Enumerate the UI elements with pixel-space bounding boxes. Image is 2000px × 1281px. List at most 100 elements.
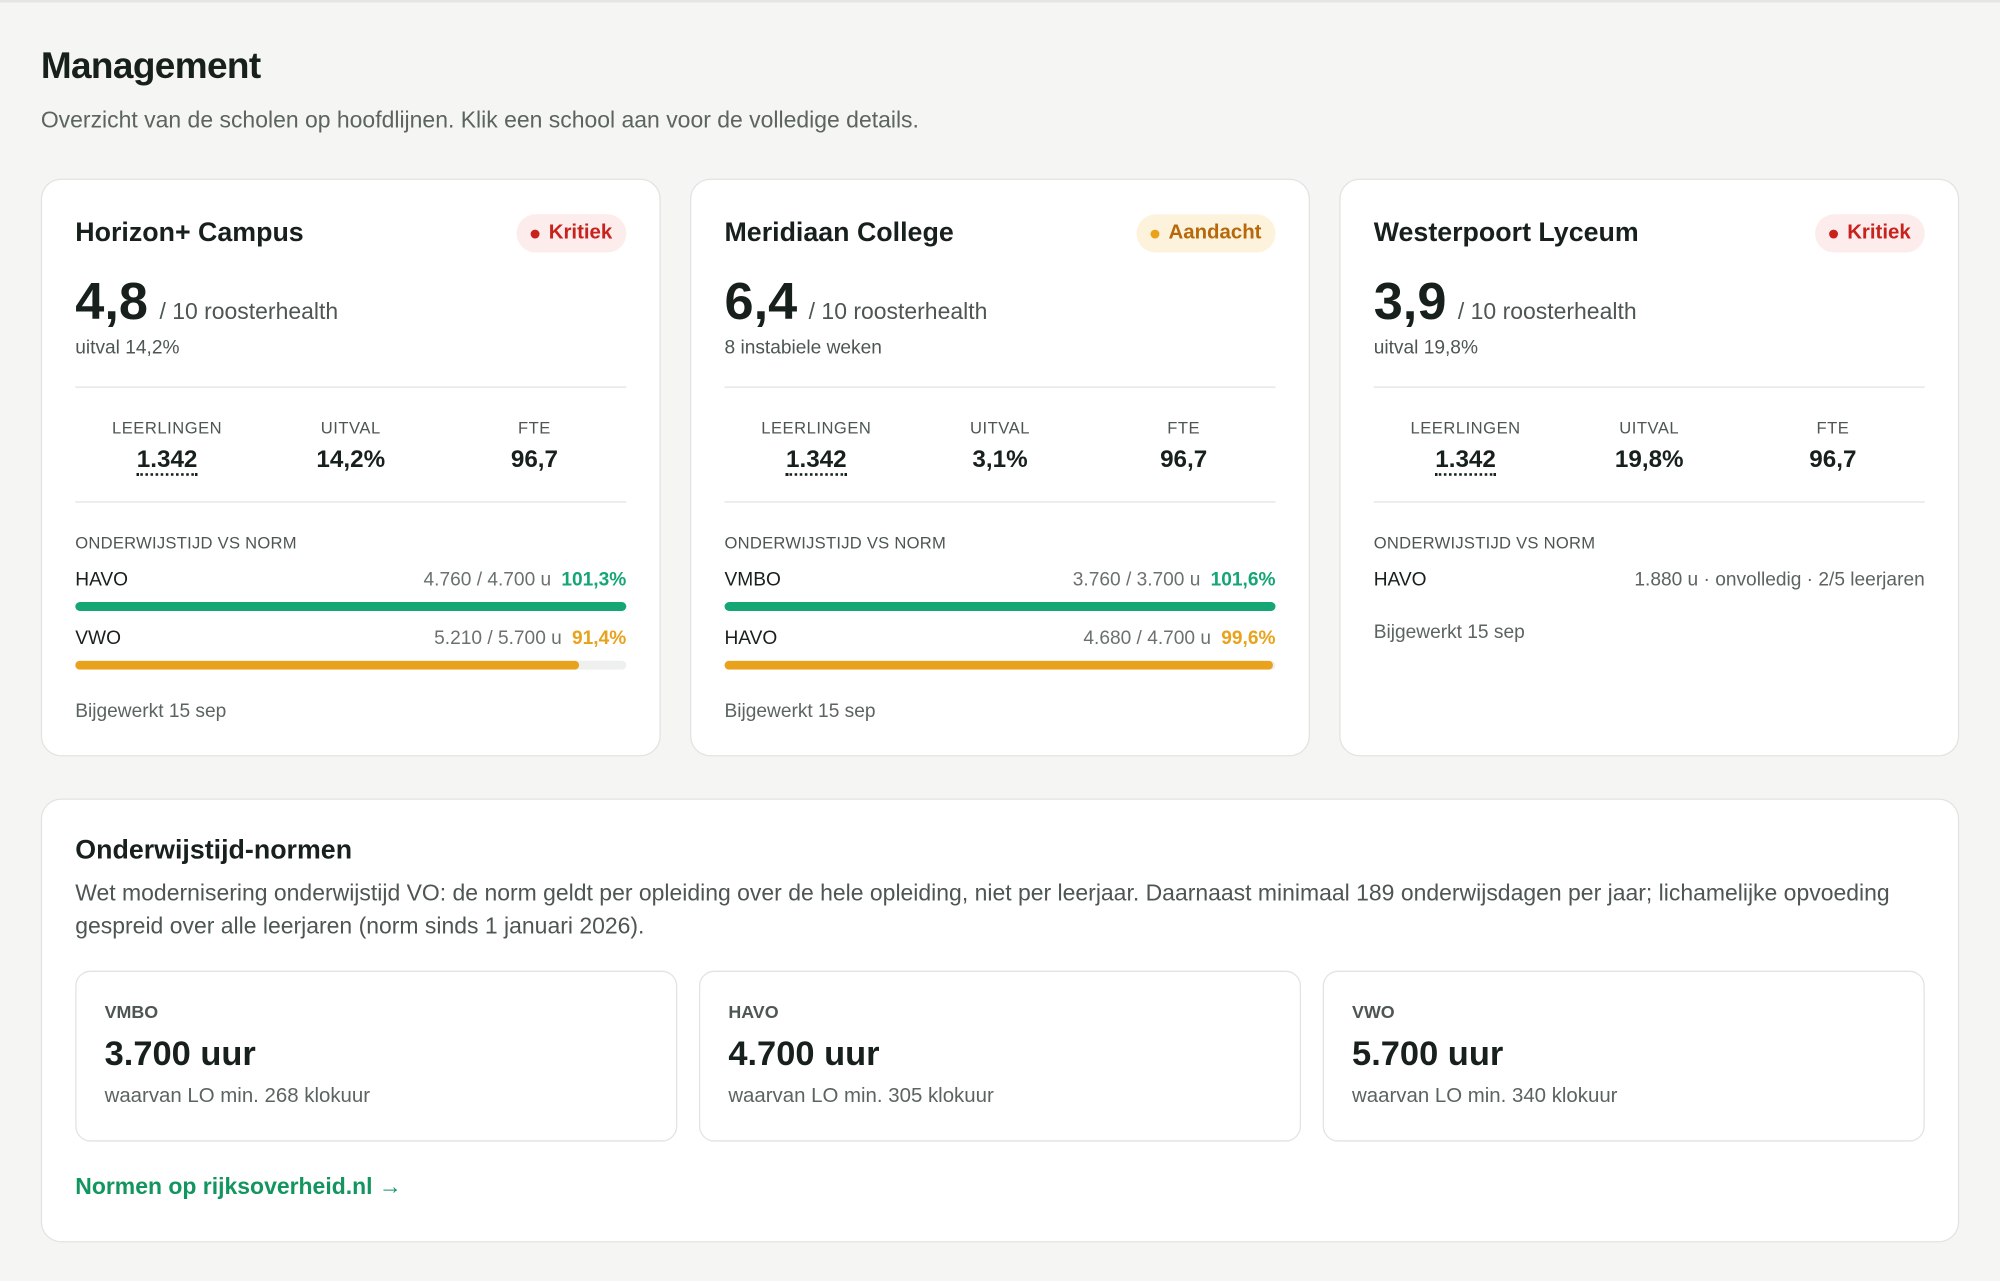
program-name: HAVO — [75, 568, 129, 591]
stat-value: 3,1% — [972, 446, 1028, 474]
stat: LEERLINGEN 1.342 — [75, 418, 259, 501]
stat: FTE 96,7 — [1741, 418, 1925, 501]
school-cards: Horizon+ Campus Kritiek 4,8 / 10 roosterhea… — [40, 178, 1960, 757]
stat-value: 1.342 — [785, 446, 847, 476]
school-name: Westerpoort Lyceum — [1373, 218, 1639, 248]
stat-label: LEERLINGEN — [761, 418, 872, 438]
stat: FTE 96,7 — [1092, 418, 1276, 501]
program-row: VWO 5.210 / 5.700 u 91,4% — [75, 628, 626, 650]
status-dot — [530, 228, 540, 238]
stat-value: 96,7 — [510, 446, 559, 474]
stats-row: LEERLINGEN 1.342 UITVAL 19,8% FTE 96,7 — [1373, 386, 1925, 503]
stat: LEERLINGEN 1.342 — [1374, 418, 1558, 501]
program-right: 3.760 / 3.700 u 101,6% — [1073, 569, 1276, 591]
stat-value: 96,7 — [1809, 446, 1857, 474]
score-note: 8 instabiele weken — [724, 336, 882, 359]
score-row: 3,9 / 10 roosterhealth — [1374, 272, 1925, 332]
score-note: uitval 14,2% — [75, 336, 180, 359]
progress-track — [75, 660, 627, 670]
section-title: ONDERWIJSTIJD VS NORM — [75, 533, 297, 553]
score-row: 6,4 / 10 roosterhealth — [724, 272, 1275, 332]
program: HAVO 4.760 / 4.700 u 101,3% — [75, 569, 627, 611]
program-right: 4.760 / 4.700 u 101,3% — [424, 569, 627, 591]
status-text: Kritiek — [1847, 221, 1911, 244]
score-row: 4,8 / 10 roosterhealth — [75, 272, 626, 332]
norms-text: Wet modernisering onderwijstijd VO: de n… — [75, 880, 1890, 939]
program-row: HAVO 1.880 u · onvolledig · 2/5 leerjaren — [1374, 569, 1925, 591]
program-row: HAVO 4.680 / 4.700 u 99,6% — [724, 628, 1275, 650]
norm-level: HAVO — [728, 1001, 779, 1022]
stat-label: FTE — [517, 418, 551, 438]
program-hours: 5.210 / 5.700 u — [434, 627, 562, 650]
updated-note: Bijgewerkt 15 sep — [724, 700, 876, 722]
school-card[interactable]: Meridiaan College Aandacht 6,4 / 10 rooster… — [690, 178, 1310, 757]
program-percent: 91,4% — [572, 627, 627, 650]
stat-label: FTE — [1167, 418, 1201, 438]
section-title: ONDERWIJSTIJD VS NORM — [724, 533, 947, 553]
progress-fill — [724, 602, 1276, 611]
progress-fill — [75, 602, 627, 611]
program: VMBO 3.760 / 3.700 u 101,6% — [724, 569, 1276, 611]
stat-value-wrap: 96,7 — [1092, 446, 1276, 474]
stat-label: UITVAL — [320, 418, 381, 438]
program-right: 4.680 / 4.700 u 99,6% — [1083, 628, 1275, 650]
stat-label: LEERLINGEN — [112, 418, 223, 438]
status-dot — [1829, 228, 1839, 238]
norm-level: VMBO — [104, 1001, 159, 1022]
stat-value: 19,8% — [1614, 446, 1684, 474]
norm-lo: waarvan LO min. 305 klokuur — [728, 1085, 994, 1108]
stat-value-wrap: 96,7 — [443, 446, 627, 474]
stat-value: 96,7 — [1160, 446, 1208, 474]
status-badge: Aandacht — [1136, 214, 1276, 253]
norm-hours: 5.700 uur — [1352, 1034, 1504, 1073]
stat-label: UITVAL — [1619, 418, 1680, 438]
norm-lo: waarvan LO min. 268 klokuur — [104, 1085, 371, 1108]
norm-lo: waarvan LO min. 340 klokuur — [1352, 1085, 1618, 1108]
norms-panel: Onderwijstijd-normen Wet modernisering o… — [40, 798, 1960, 1243]
score-suffix: / 10 roosterhealth — [159, 298, 339, 324]
stat: LEERLINGEN 1.342 — [724, 418, 908, 501]
section-title: ONDERWIJSTIJD VS NORM — [1373, 533, 1596, 553]
stat-label: UITVAL — [970, 418, 1030, 438]
program-percent: 101,6% — [1210, 568, 1276, 591]
score-value: 4,8 — [75, 271, 148, 331]
page-subtitle: Overzicht van de scholen op hoofdlijnen.… — [40, 107, 919, 133]
program-name: HAVO — [1373, 568, 1427, 591]
program-hours: 3.760 / 3.700 u — [1072, 568, 1201, 591]
program: HAVO 4.680 / 4.700 u 99,6% — [724, 628, 1276, 670]
stat-value-wrap: 1.342 — [724, 446, 908, 476]
stat-value-wrap: 3,1% — [908, 446, 1092, 474]
norm-level: VWO — [1352, 1001, 1395, 1022]
updated-note: Bijgewerkt 15 sep — [75, 700, 227, 722]
stat-label: LEERLINGEN — [1410, 418, 1521, 438]
page-title: Management — [40, 45, 261, 87]
status-dot — [1150, 228, 1160, 238]
school-card[interactable]: Westerpoort Lyceum Kritiek 3,9 / 10 rooster… — [1339, 178, 1960, 757]
score-note: uitval 19,8% — [1373, 336, 1478, 359]
progress-track — [75, 602, 627, 611]
program-percent: 101,3% — [561, 568, 627, 591]
status-badge: Kritiek — [1815, 214, 1925, 253]
score-value: 6,4 — [724, 271, 798, 331]
norm-box: HAVO 4.700 uur waarvan LO min. 305 klokuur — [698, 970, 1302, 1142]
school-card[interactable]: Horizon+ Campus Kritiek 4,8 / 10 roosterhea… — [40, 178, 661, 757]
stat-value-wrap: 96,7 — [1741, 446, 1925, 474]
card-header: Horizon+ Campus Kritiek — [75, 213, 627, 254]
stat-value: 1.342 — [1435, 446, 1496, 476]
progress-fill — [75, 660, 579, 670]
norm-box: VMBO 3.700 uur waarvan LO min. 268 klokuur — [75, 970, 678, 1142]
norms-title: Onderwijstijd-normen — [75, 835, 353, 865]
norms-link[interactable]: Normen op rijksoverheid.nl → — [75, 1173, 402, 1199]
program-row: VMBO 3.760 / 3.700 u 101,6% — [724, 569, 1275, 591]
progress-fill — [724, 660, 1274, 670]
program-hours: 4.680 / 4.700 u — [1083, 627, 1212, 650]
program-row: HAVO 4.760 / 4.700 u 101,3% — [75, 569, 626, 591]
stat-label: FTE — [1816, 418, 1850, 438]
stat: UITVAL 19,8% — [1557, 418, 1741, 501]
stat-value: 14,2% — [316, 446, 386, 474]
score-suffix: / 10 roosterhealth — [808, 298, 988, 324]
progress-track — [724, 660, 1276, 670]
